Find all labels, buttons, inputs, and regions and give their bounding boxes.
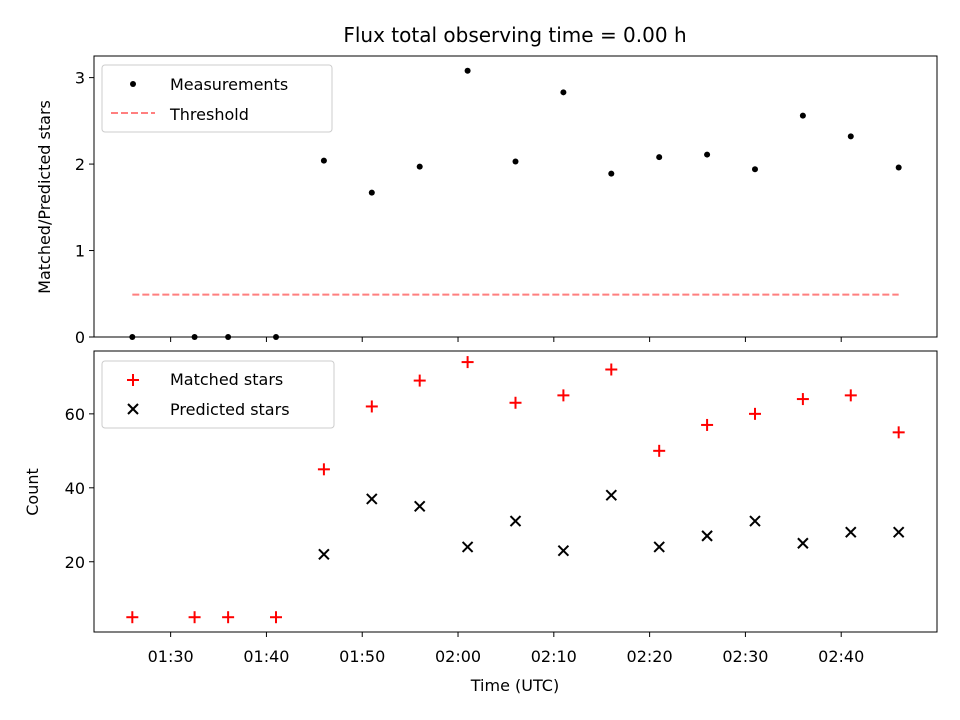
bottom-legend: Matched stars Predicted stars <box>101 360 335 429</box>
matched-star-point-16 <box>892 426 905 439</box>
bottom-legend-frame <box>101 360 335 429</box>
bottom-x-tick-label-1: 01:40 <box>243 647 289 666</box>
matched-star-point-7 <box>461 356 474 369</box>
legend-label-measurements: Measurements <box>170 75 288 94</box>
predicted-star-point-5 <box>557 544 570 557</box>
predicted-star-point-12 <box>892 526 905 538</box>
matched-star-point-13 <box>748 407 761 420</box>
matched-star-point-9 <box>557 389 570 402</box>
bottom-marks <box>126 356 905 624</box>
top-axes-frame <box>93 55 938 338</box>
predicted-star-point-8 <box>701 530 713 542</box>
top-marks <box>129 67 902 340</box>
matched-star-point-14 <box>796 393 809 406</box>
predicted-star-point-6 <box>605 489 618 501</box>
legend-marker-predicted-stars <box>127 403 139 415</box>
predicted-star-point-0 <box>318 548 330 561</box>
matched-star-point-10 <box>605 363 618 376</box>
measurement-point-7 <box>464 67 471 74</box>
predicted-star-point-9 <box>749 515 761 527</box>
top-panel: 0 1 2 3 Matched/Predicted stars Measurement… <box>35 55 938 347</box>
matched-star-point-6 <box>413 374 426 387</box>
predicted-star-point-4 <box>509 515 522 527</box>
bottom-panel: 20 40 60 01:30 01:40 01:50 02:00 02:10 02:20 02:… <box>23 350 938 695</box>
bottom-y-tick-label-40: 40 <box>65 479 85 498</box>
bottom-y-tick-label-60: 60 <box>65 405 85 424</box>
predicted-star-point-2 <box>413 500 426 512</box>
matched-star-point-5 <box>365 400 378 413</box>
measurement-point-6 <box>416 163 423 170</box>
measurement-point-16 <box>895 164 902 171</box>
matched-star-point-15 <box>844 389 857 402</box>
bottom-x-tick-label-4: 02:10 <box>531 647 577 666</box>
predicted-star-point-11 <box>845 526 857 538</box>
bottom-x-tick-label-7: 02:40 <box>818 647 864 666</box>
bottom-x-tick-label-2: 01:50 <box>339 647 385 666</box>
measurement-point-8 <box>512 158 519 165</box>
bottom-y-ticks: 20 40 60 <box>65 405 94 572</box>
top-y-tick-label-1: 1 <box>75 242 85 261</box>
predicted-star-point-10 <box>797 537 809 549</box>
top-y-axis-title: Matched/Predicted stars <box>35 100 54 294</box>
measurement-point-5 <box>368 189 375 196</box>
measurement-point-13 <box>751 166 758 173</box>
bottom-x-tick-label-0: 01:30 <box>148 647 194 666</box>
predicted-star-point-7 <box>653 541 665 553</box>
bottom-y-tick-label-20: 20 <box>65 553 85 572</box>
measurement-point-15 <box>847 133 854 140</box>
matched-star-point-0 <box>126 611 139 624</box>
matched-star-point-3 <box>270 611 283 624</box>
top-y-tick-label-2: 2 <box>75 155 85 174</box>
top-y-tick-label-3: 3 <box>75 69 85 88</box>
predicted-star-point-3 <box>461 541 474 553</box>
measurement-point-14 <box>799 112 806 119</box>
matched-star-point-4 <box>317 463 330 476</box>
bottom-x-ticks: 01:30 01:40 01:50 02:00 02:10 02:20 02:30 02:40 <box>148 632 864 666</box>
matched-star-point-11 <box>653 444 666 457</box>
legend-marker-measurements <box>130 81 136 87</box>
top-legend-frame <box>101 64 333 133</box>
matched-star-point-2 <box>222 611 235 624</box>
top-legend: Measurements Threshold <box>101 64 333 133</box>
matched-star-point-12 <box>701 418 714 431</box>
top-x-ticks <box>170 337 842 342</box>
measurement-point-4 <box>320 157 327 164</box>
matched-star-point-8 <box>509 396 522 409</box>
measurement-point-12 <box>704 151 711 158</box>
measurement-point-11 <box>656 154 663 161</box>
measurement-point-9 <box>560 89 567 96</box>
chart-title: Flux total observing time = 0.00 h <box>343 23 686 47</box>
legend-label-threshold: Threshold <box>169 105 249 124</box>
legend-label-matched-stars: Matched stars <box>170 370 283 389</box>
top-y-tick-label-0: 0 <box>75 328 85 347</box>
bottom-x-tick-label-5: 02:20 <box>627 647 673 666</box>
bottom-axes-frame <box>93 350 938 633</box>
top-y-ticks: 0 1 2 3 <box>75 69 94 347</box>
predicted-star-point-1 <box>366 493 378 505</box>
x-axis-title: Time (UTC) <box>470 676 559 695</box>
bottom-x-tick-label-6: 02:30 <box>722 647 768 666</box>
legend-marker-matched-stars <box>127 374 139 386</box>
legend-label-predicted-stars: Predicted stars <box>170 400 290 419</box>
bottom-x-tick-label-3: 02:00 <box>435 647 481 666</box>
matched-star-point-1 <box>188 611 201 624</box>
bottom-y-axis-title: Count <box>23 468 42 516</box>
measurement-point-10 <box>608 170 615 177</box>
